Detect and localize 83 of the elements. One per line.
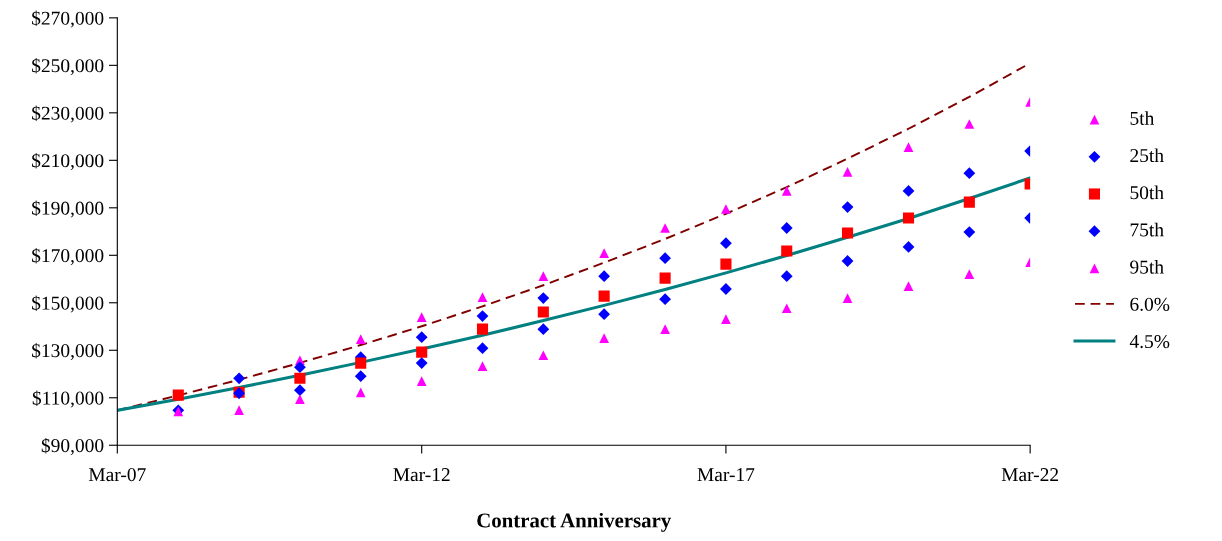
point	[599, 248, 609, 259]
x-axis-title: Contract Anniversary	[477, 512, 672, 532]
legend-label: 6.0%	[1130, 297, 1170, 311]
point	[660, 223, 670, 233]
point	[172, 389, 184, 401]
legend-label: 4.5%	[1129, 334, 1170, 349]
point	[354, 370, 367, 383]
point	[294, 372, 306, 384]
point	[598, 308, 611, 321]
y-tick-label: $230,000	[32, 105, 104, 123]
point	[476, 342, 489, 355]
y-tick-label: $190,000	[32, 200, 104, 218]
point	[781, 303, 792, 314]
point	[355, 387, 366, 398]
x-tick-label: Mar-12	[393, 468, 450, 482]
point	[295, 394, 305, 405]
point	[294, 361, 306, 374]
y-tick-label: $250,000	[32, 58, 104, 76]
point	[537, 292, 550, 304]
point	[416, 346, 428, 358]
point	[659, 272, 671, 284]
x-tick-label: Mar-07	[88, 468, 146, 482]
y-tick-label: $150,000	[32, 295, 104, 313]
point	[415, 357, 428, 369]
point	[964, 119, 975, 129]
point	[841, 255, 854, 267]
point	[476, 310, 489, 322]
point	[477, 361, 488, 372]
point	[355, 334, 366, 344]
point	[537, 306, 549, 318]
point	[842, 293, 853, 303]
point	[963, 167, 976, 180]
y-tick-label: $170,000	[32, 247, 104, 266]
point	[903, 142, 914, 152]
legend-label: 95th	[1130, 259, 1164, 274]
point	[780, 222, 793, 234]
point	[780, 270, 793, 283]
x-tick-label: Mar-17	[697, 468, 755, 482]
point	[902, 241, 915, 253]
point	[598, 290, 610, 302]
point	[416, 376, 427, 386]
point	[476, 323, 489, 335]
point	[781, 186, 792, 196]
point	[659, 293, 672, 306]
legend-label: 75th	[1130, 222, 1164, 237]
point	[841, 201, 854, 213]
point	[841, 227, 854, 239]
y-tick-label: $110,000	[32, 390, 104, 408]
point	[721, 314, 731, 325]
point	[599, 333, 609, 344]
y-tick-label: $210,000	[32, 152, 104, 171]
point	[537, 323, 550, 336]
legend-label: 25th	[1130, 148, 1164, 163]
point	[963, 226, 976, 238]
y-tick-label: $270,000	[32, 10, 104, 28]
point	[233, 372, 245, 385]
legend-label: 50th	[1130, 185, 1164, 200]
point	[721, 204, 731, 214]
point	[659, 252, 672, 265]
point	[902, 185, 915, 197]
point	[538, 350, 549, 361]
point	[720, 237, 732, 250]
y-tick-label: $130,000	[32, 342, 104, 360]
point	[903, 281, 914, 292]
x-tick-label: Mar-22	[1001, 468, 1059, 482]
point	[964, 269, 975, 279]
point	[415, 331, 428, 344]
point	[477, 292, 488, 302]
point	[294, 384, 306, 397]
point	[660, 324, 670, 334]
point	[234, 405, 244, 415]
line-series	[117, 176, 1031, 412]
point	[598, 270, 611, 283]
point	[963, 196, 975, 208]
point	[842, 167, 853, 177]
legend-label: 5th	[1130, 111, 1155, 125]
point	[720, 258, 732, 270]
point	[902, 212, 915, 224]
point	[416, 312, 427, 322]
point	[538, 271, 549, 282]
y-tick-label: $90,000	[41, 437, 104, 455]
point	[355, 357, 367, 369]
point	[781, 245, 793, 257]
